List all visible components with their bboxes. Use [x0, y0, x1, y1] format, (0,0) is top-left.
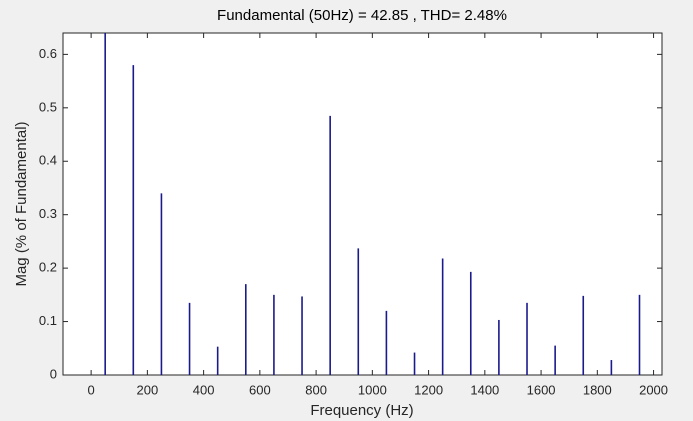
x-tick-label: 1000 [358, 382, 387, 397]
y-tick-label: 0.3 [39, 206, 57, 221]
y-tick-label: 0.5 [39, 99, 57, 114]
x-tick-label: 0 [88, 382, 95, 397]
x-tick-label: 2000 [639, 382, 668, 397]
x-tick-label: 1800 [583, 382, 612, 397]
y-tick-label: 0.1 [39, 313, 57, 328]
x-tick-label: 200 [137, 382, 159, 397]
x-tick-label: 1400 [470, 382, 499, 397]
y-axis-label: Mag (% of Fundamental) [13, 121, 30, 286]
y-tick-label: 0 [50, 366, 57, 381]
x-tick-label: 1200 [414, 382, 443, 397]
plot-area [62, 32, 663, 376]
y-tick-label: 0.2 [39, 260, 57, 275]
y-tick-label: 0.4 [39, 153, 57, 168]
stems [104, 33, 641, 375]
x-tick-label: 400 [193, 382, 215, 397]
x-tick-label: 1600 [527, 382, 556, 397]
x-tick-label: 800 [305, 382, 327, 397]
x-axis-label: Frequency (Hz) [310, 402, 413, 419]
x-tick-label: 600 [249, 382, 271, 397]
chart-title: Fundamental (50Hz) = 42.85 , THD= 2.48% [217, 7, 507, 24]
y-tick-label: 0.6 [39, 46, 57, 61]
